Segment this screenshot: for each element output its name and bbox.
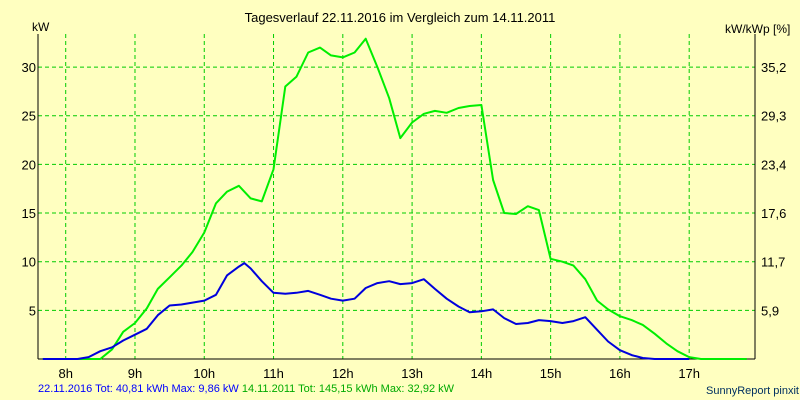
y-axis-label-left: kW [32,20,50,34]
x-tick-label: 14h [471,366,493,381]
y-tick-label-right: 17,6 [761,206,786,221]
y-tick-label-right: 29,3 [761,109,786,124]
x-tick-label: 10h [193,366,215,381]
footer-series-2016-summary: 22.11.2016 Tot: 40,81 kWh Max: 9,86 kW [38,383,239,395]
credit-text: SunnyReport pinxit [706,385,799,397]
y-tick-label-right: 11,7 [761,255,785,270]
x-tick-label: 9h [128,366,142,381]
x-tick-label: 16h [609,366,631,381]
y-tick-label-left: 25 [22,109,36,124]
x-tick-label: 13h [401,366,423,381]
series-line-2011 [42,37,747,360]
chart-footer: 22.11.2016 Tot: 40,81 kWh Max: 9,86 kW 1… [38,383,454,395]
x-tick-label: 12h [332,366,354,381]
chart-title: Tagesverlauf 22.11.2016 im Vergleich zum… [244,10,556,25]
y-tick-label-right: 5,9 [761,303,779,318]
x-tick-label: 17h [678,366,700,381]
y-tick-label-left: 20 [22,157,36,172]
y-tick-label-right: 35,2 [761,60,786,75]
x-tick-label: 15h [540,366,562,381]
series-line-2016 [42,262,690,360]
y-tick-label-left: 5 [29,303,36,318]
y-tick-label-right: 23,4 [761,157,786,172]
y-axis-label-right: kW/kWp [%] [725,22,791,36]
footer-series-2011-summary: 14.11.2011 Tot: 145,15 kWh Max: 32,92 kW [241,383,455,395]
y-tick-label-left: 30 [22,60,36,75]
x-tick-label: 8h [58,366,72,381]
x-tick-label: 11h [263,366,284,381]
y-tick-label-left: 10 [22,255,36,270]
y-tick-label-left: 15 [22,206,36,221]
